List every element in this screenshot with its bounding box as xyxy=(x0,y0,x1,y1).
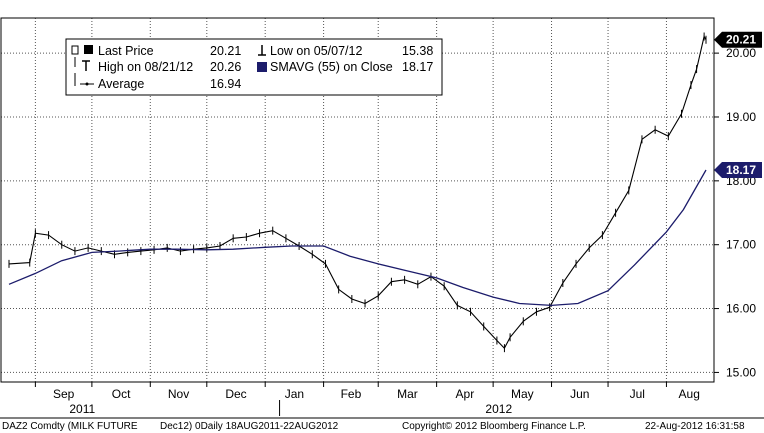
last-price-swatch xyxy=(84,45,93,54)
x-month-label: Apr xyxy=(456,387,475,401)
x-month-label: Jan xyxy=(285,387,304,401)
legend-low-value: 15.38 xyxy=(402,44,433,58)
legend-last-price-label: Last Price xyxy=(98,44,154,58)
last-price-value-tag-label: 20.21 xyxy=(726,33,756,47)
footer-timestamp: 22-Aug-2012 16:31:58 xyxy=(645,421,745,432)
value-tags: 18.17 20.21 xyxy=(714,31,762,178)
legend-low: Low on 05/07/12 15.38 xyxy=(258,44,433,58)
legend-average: Average 16.94 xyxy=(74,73,241,91)
x-month-label: Oct xyxy=(112,387,131,401)
y-tick-label: 19.00 xyxy=(726,110,756,124)
smavg-value-tag-label: 18.17 xyxy=(726,163,756,177)
smavg-swatch xyxy=(257,62,267,72)
footer-security: DAZ2 Comdty (MILK FUTURE xyxy=(2,421,138,432)
last-price-value-tag-shape xyxy=(714,31,762,48)
smavg-value-tag-shape xyxy=(714,161,762,178)
legend-high-value: 20.26 xyxy=(210,60,241,74)
series-layer xyxy=(8,32,707,353)
footer: DAZ2 Comdty (MILK FUTURE Dec12) 0Daily 1… xyxy=(0,417,764,432)
x-month-label: Jun xyxy=(570,387,589,401)
smavg-line xyxy=(8,169,707,307)
legend-smavg-label: SMAVG (55) on Close xyxy=(270,60,393,74)
x-month-label: Sep xyxy=(53,387,75,401)
plot-frame xyxy=(0,17,715,383)
y-tick-label: 17.00 xyxy=(726,238,756,252)
legend-high-label: High on 08/21/12 xyxy=(98,60,193,74)
legend-high: High on 08/21/12 20.26 xyxy=(74,57,241,74)
x-month-label: Jul xyxy=(630,387,645,401)
legend: Last Price 20.21 Low on 05/07/12 15.38 H… xyxy=(65,38,443,96)
x-month-label: Aug xyxy=(679,387,700,401)
x-month-label: Mar xyxy=(397,387,418,401)
legend-last-price: Last Price 20.21 xyxy=(71,44,241,58)
year-label-2011: 2011 xyxy=(69,402,95,416)
grid-lines xyxy=(1,18,714,382)
year-label-2012: 2012 xyxy=(485,402,512,416)
legend-last-price-value: 20.21 xyxy=(210,44,241,58)
ohlc-icon xyxy=(71,45,79,55)
footer-contract: Dec12) 0Daily 18AUG2011-22AUG2012 xyxy=(160,421,339,432)
x-month-label: Nov xyxy=(168,387,189,401)
smavg-value-tag: 18.17 xyxy=(714,161,762,178)
legend-smavg: SMAVG (55) on Close 18.17 xyxy=(257,60,433,74)
y-tick-label: 16.00 xyxy=(726,302,756,316)
legend-low-label: Low on 05/07/12 xyxy=(270,44,362,58)
x-month-label: Feb xyxy=(341,387,362,401)
legend-smavg-value: 18.17 xyxy=(402,60,433,74)
legend-average-value: 16.94 xyxy=(210,77,241,91)
x-month-label: May xyxy=(511,387,534,401)
x-month-label: Dec xyxy=(225,387,246,401)
footer-copyright: Copyright© 2012 Bloomberg Finance L.P. xyxy=(402,421,586,432)
y-tick-label: 20.00 xyxy=(726,46,756,60)
legend-average-label: Average xyxy=(98,77,144,91)
last-price-value-tag: 20.21 xyxy=(714,31,762,48)
legend-box xyxy=(65,38,443,96)
y-tick-label: 15.00 xyxy=(726,365,756,379)
